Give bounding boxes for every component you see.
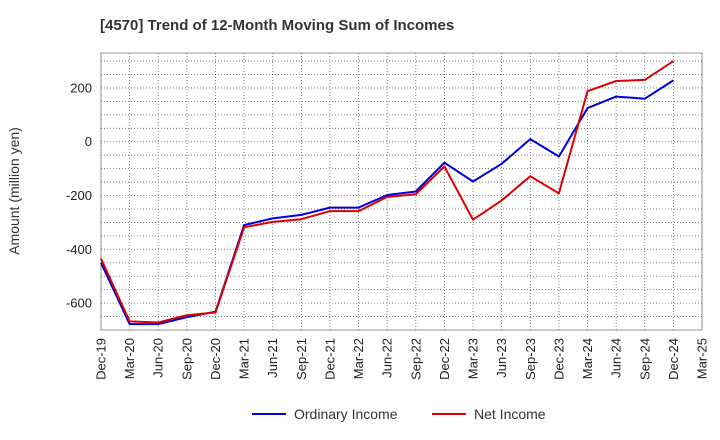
x-tick-label: Dec-21 [322,338,337,380]
y-tick-label: -400 [66,242,92,257]
x-tick-label: Sep-21 [294,338,309,380]
series-layer [100,60,674,326]
x-tick-label: Dec-20 [208,338,223,380]
x-tick-label: Mar-22 [351,338,366,379]
y-tick-label: -600 [66,296,92,311]
x-tick-label: Sep-24 [637,338,652,380]
chart-title: [4570] Trend of 12-Month Moving Sum of I… [100,17,454,34]
x-tick-label: Mar-25 [695,338,710,379]
plot-area-border [100,52,703,331]
grid-layer [100,52,703,331]
y-tick-label: 0 [85,134,92,149]
x-tick-label: Jun-20 [151,338,166,378]
x-tick-label: Jun-21 [265,338,280,378]
x-tick-label: Mar-24 [580,338,595,379]
x-tick-label: Dec-19 [94,338,109,380]
axis-layer: -600 -400 -200 0 200 Dec-19 Mar-20 Jun-20 Sep-20… [66,80,710,379]
x-tick-label: Jun-23 [494,338,509,378]
legend: Ordinary Income Net Income [252,406,546,422]
legend-label: Ordinary Income [294,406,398,422]
x-tick-label: Dec-22 [437,338,452,380]
x-tick-label: Dec-23 [551,338,566,380]
y-axis-label: Amount (million yen) [6,127,22,255]
y-tick-label: -200 [66,188,92,203]
x-tick-label: Sep-23 [523,338,538,380]
x-tick-label: Dec-24 [666,338,681,380]
y-tick-label: 200 [70,80,92,95]
x-tick-label: Mar-23 [466,338,481,379]
x-tick-label: Mar-21 [237,338,252,379]
x-tick-label: Sep-20 [179,338,194,380]
x-tick-label: Mar-20 [122,338,137,379]
series-line-net-income [100,60,674,324]
x-tick-label: Jun-24 [609,338,624,378]
legend-label: Net Income [474,406,546,422]
x-tick-label: Sep-22 [408,338,423,380]
x-tick-label: Jun-22 [380,338,395,378]
